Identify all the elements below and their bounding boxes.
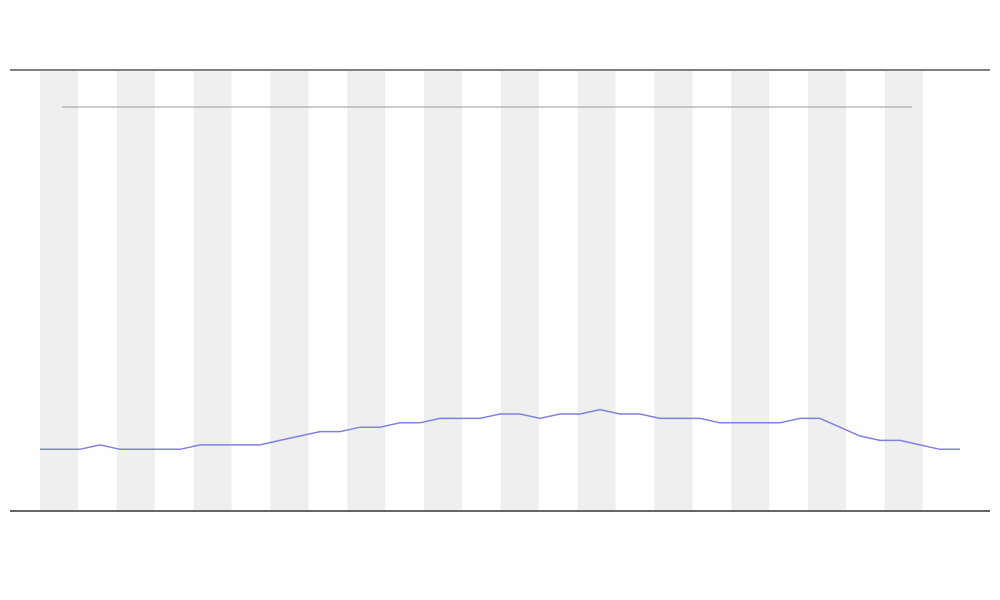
band: [270, 71, 309, 510]
band: [731, 71, 770, 510]
band: [577, 71, 616, 510]
band: [347, 71, 386, 510]
band: [193, 71, 232, 510]
band: [116, 71, 155, 510]
band: [40, 71, 78, 510]
band: [808, 71, 846, 510]
band: [884, 71, 923, 510]
data-line: [40, 408, 960, 451]
band: [500, 71, 539, 510]
band: [654, 71, 693, 510]
background-bands: [40, 71, 923, 510]
band: [424, 71, 462, 510]
